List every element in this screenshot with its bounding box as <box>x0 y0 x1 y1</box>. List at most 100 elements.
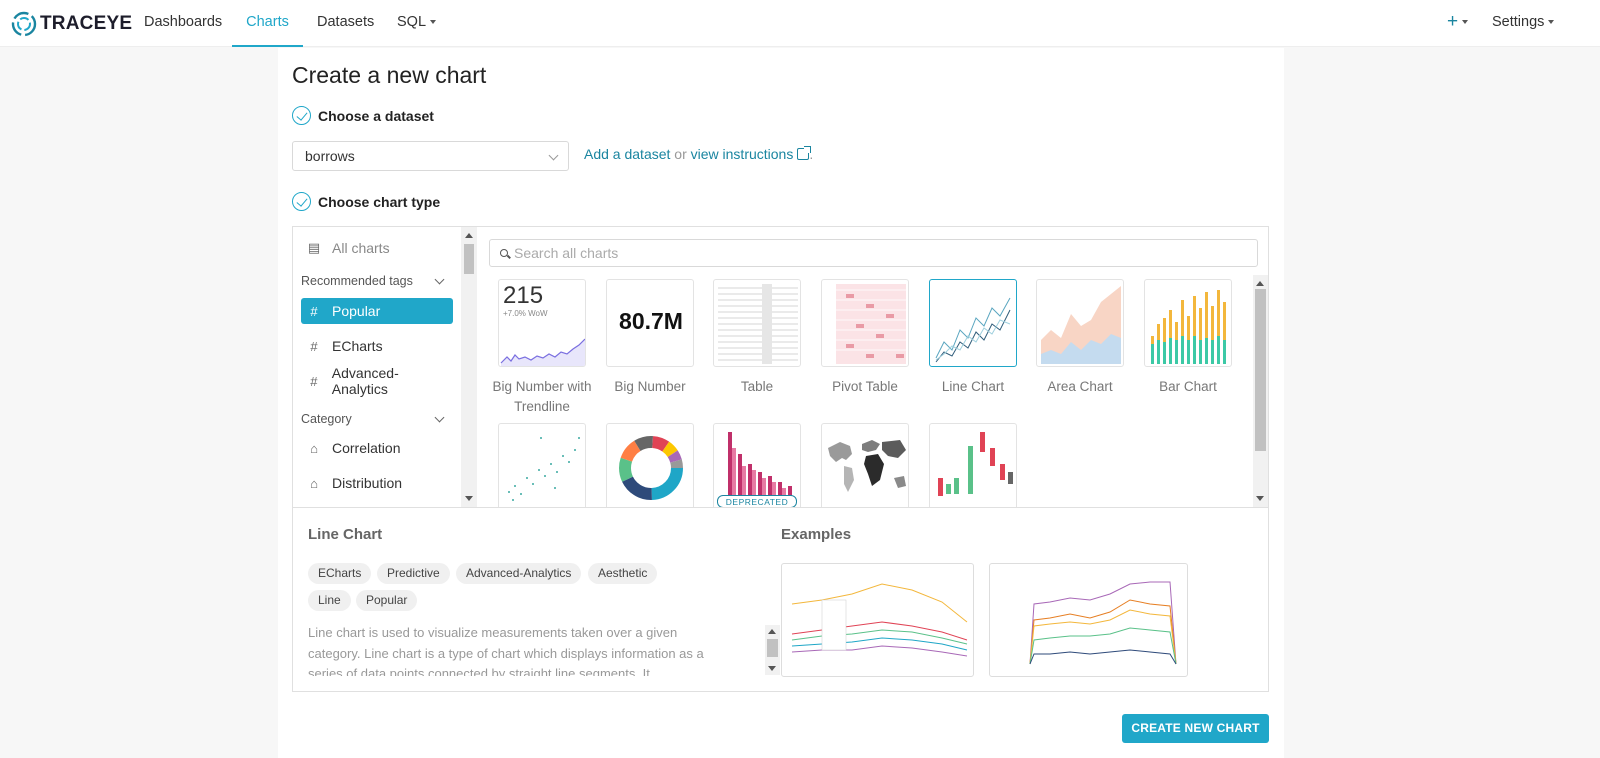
nav-charts[interactable]: Charts <box>232 0 303 47</box>
chart-tile-line-chart[interactable]: Line Chart <box>929 279 1017 397</box>
plus-icon: + <box>1447 11 1459 32</box>
sidebar-item-popular[interactable]: # Popular <box>301 298 453 324</box>
chart-tile-bar-chart[interactable]: Bar Chart <box>1144 279 1232 397</box>
nav-datasets[interactable]: Datasets <box>317 14 375 30</box>
chart-thumbnail <box>1036 279 1124 367</box>
sidebar-item-label: Correlation <box>332 440 401 456</box>
step-label: Choose chart type <box>318 193 441 210</box>
nav-sql-label: SQL <box>397 14 427 30</box>
chart-tile-label: Big Number with Trendline <box>492 379 592 414</box>
section-label: Category <box>301 412 352 426</box>
dataset-select[interactable]: borrows <box>292 141 569 171</box>
sidebar-scrollbar[interactable] <box>461 227 477 507</box>
chart-thumbnail <box>929 423 1017 507</box>
scroll-up-icon[interactable] <box>1256 281 1264 286</box>
caret-down-icon <box>430 20 437 25</box>
chart-gallery: 215 +7.0% WoW Big Number with Trendline … <box>489 275 1251 507</box>
chart-thumbnail <box>821 423 909 507</box>
sidebar-item-advanced-analytics[interactable]: # Advanced-Analytics <box>301 365 453 397</box>
detail-tag: ECharts <box>308 563 372 584</box>
sidebar-item-all-charts[interactable]: ▤ All charts <box>301 235 453 261</box>
detail-description: Line chart is used to visualize measurem… <box>308 625 704 676</box>
recommended-tags-header[interactable]: Recommended tags <box>301 274 447 288</box>
chart-tile-histogram-deprecated[interactable]: DEPRECATED <box>713 423 801 507</box>
chart-thumbnail <box>498 423 586 507</box>
chart-search-input[interactable]: Search all charts <box>489 239 1258 267</box>
scroll-down-icon[interactable] <box>465 496 473 501</box>
scrollbar-thumb[interactable] <box>464 244 474 274</box>
view-instructions-link[interactable]: view instructions <box>691 146 812 162</box>
detail-tag: Line <box>308 590 351 611</box>
sidebar-item-label: ECharts <box>332 338 383 354</box>
thumb-big-value: 80.7M <box>619 308 683 334</box>
add-dataset-link[interactable]: Add a dataset <box>584 146 671 162</box>
detail-tag: Predictive <box>377 563 450 584</box>
detail-tag: Advanced-Analytics <box>456 563 582 584</box>
new-menu[interactable]: + <box>1447 0 1469 47</box>
chevron-down-icon <box>434 412 445 423</box>
chart-tile-scatter[interactable] <box>498 423 586 507</box>
thumb-sub-value: +7.0% WoW <box>503 309 548 318</box>
settings-menu[interactable]: Settings <box>1492 0 1555 47</box>
deprecated-badge: DEPRECATED <box>717 495 797 507</box>
chart-thumbnail: DEPRECATED <box>713 423 801 507</box>
chart-tile-big-number-trendline[interactable]: 215 +7.0% WoW Big Number with Trendline <box>492 279 592 417</box>
scrollbar-thumb[interactable] <box>767 639 778 657</box>
detail-title: Line Chart <box>308 526 383 543</box>
chart-thumbnail <box>929 279 1017 367</box>
sidebar-item-echarts[interactable]: # ECharts <box>301 333 453 359</box>
example-image-2[interactable] <box>989 563 1188 677</box>
scroll-down-icon[interactable] <box>1256 496 1264 501</box>
hash-icon: # <box>310 303 318 319</box>
check-circle-icon <box>292 192 311 211</box>
settings-label: Settings <box>1492 14 1545 30</box>
top-navbar: TRACEYE Dashboards Charts Datasets SQL +… <box>0 0 1600 47</box>
chart-tile-waterfall[interactable] <box>929 423 1017 507</box>
example-image-1[interactable] <box>781 563 974 677</box>
description-scrollbar[interactable] <box>765 625 780 675</box>
page-title: Create a new chart <box>292 62 487 88</box>
external-link-icon <box>797 146 812 160</box>
search-icon <box>500 249 508 257</box>
caret-down-icon <box>1462 19 1469 24</box>
chart-tile-label: Bar Chart <box>1159 379 1217 394</box>
chart-thumbnail <box>606 423 694 507</box>
sidebar-item-label: Distribution <box>332 475 403 491</box>
scrollbar-thumb[interactable] <box>1255 289 1266 451</box>
sidebar-item-label: Popular <box>332 303 381 319</box>
sidebar-item-distribution[interactable]: ⌂ Distribution <box>301 470 453 496</box>
hash-icon: # <box>310 338 318 354</box>
chart-tile-label: Line Chart <box>941 379 1005 394</box>
scroll-down-icon[interactable] <box>768 666 776 671</box>
chart-tile-big-number[interactable]: 80.7M Big Number <box>606 279 694 397</box>
nav-sql[interactable]: SQL <box>397 0 437 47</box>
check-circle-icon <box>292 106 311 125</box>
brand-name: TRACEYE <box>40 13 133 34</box>
brand-logo[interactable]: TRACEYE <box>10 10 132 38</box>
sidebar-item-correlation[interactable]: ⌂ Correlation <box>301 435 453 461</box>
gallery-scrollbar[interactable] <box>1253 275 1268 507</box>
chart-tile-table[interactable]: Table <box>713 279 801 397</box>
step-label: Choose a dataset <box>318 107 434 124</box>
chart-thumbnail <box>821 279 909 367</box>
chart-thumbnail: 80.7M <box>606 279 694 367</box>
category-header[interactable]: Category <box>301 412 447 426</box>
chart-tile-donut[interactable] <box>606 423 694 507</box>
scroll-up-icon[interactable] <box>768 629 776 634</box>
logo-icon <box>10 10 38 38</box>
chart-sidebar: ▤ All charts Recommended tags # Popular … <box>293 227 461 507</box>
examples-title: Examples <box>781 526 852 543</box>
step-choose-dataset: Choose a dataset <box>292 106 434 125</box>
chart-thumbnail <box>713 279 801 367</box>
create-new-chart-button[interactable]: CREATE NEW CHART <box>1122 714 1269 743</box>
hash-icon: # <box>310 373 318 389</box>
scroll-up-icon[interactable] <box>465 233 473 238</box>
chart-type-picker: ▤ All charts Recommended tags # Popular … <box>292 226 1269 692</box>
nav-dashboards[interactable]: Dashboards <box>144 14 223 30</box>
chart-thumbnail: 215 +7.0% WoW <box>498 279 586 367</box>
chart-tile-world-map[interactable] <box>821 423 909 507</box>
chart-tile-label: Big Number <box>614 379 686 394</box>
chart-tile-pivot-table[interactable]: Pivot Table <box>821 279 909 397</box>
thumb-big-value: 215 <box>503 282 544 309</box>
chart-tile-area-chart[interactable]: Area Chart <box>1036 279 1124 397</box>
